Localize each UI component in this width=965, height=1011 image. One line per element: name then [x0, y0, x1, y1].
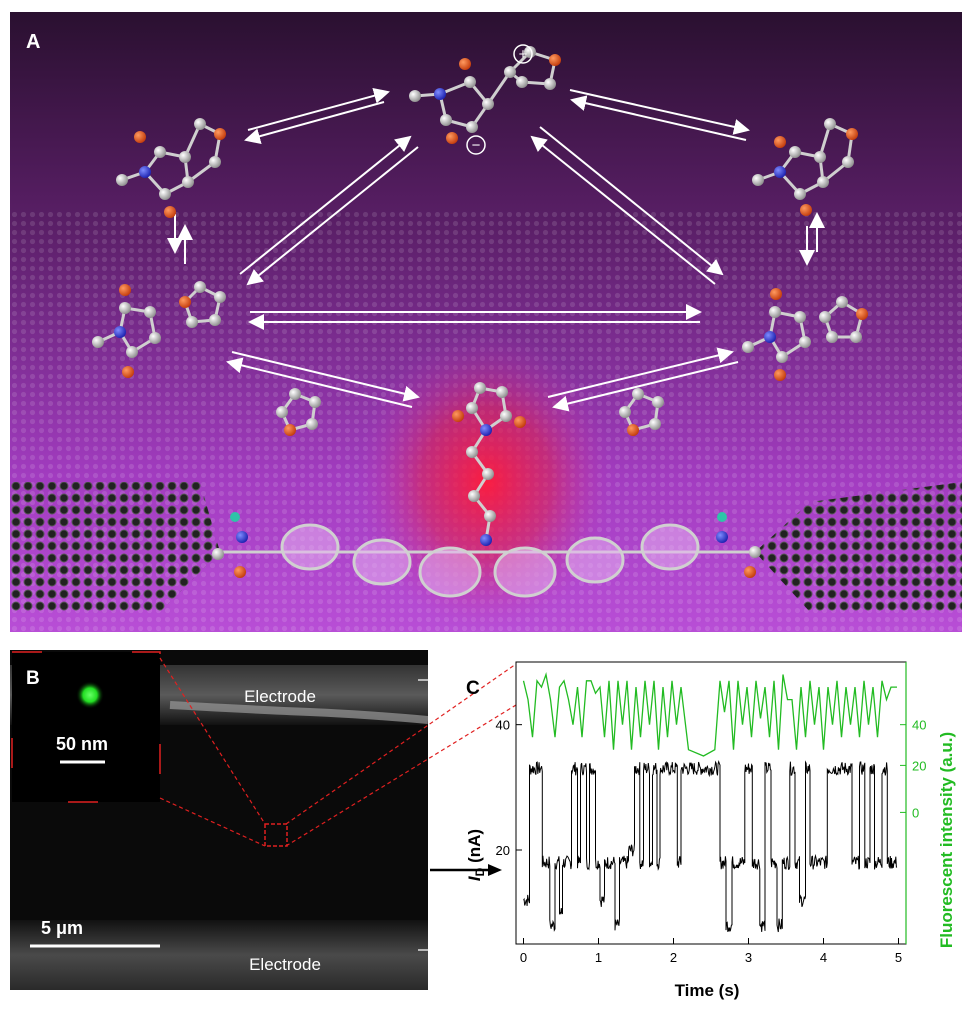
fluorescence-trace — [522, 671, 897, 757]
x-tick-label: 4 — [820, 950, 827, 965]
bottom-electrode — [10, 920, 428, 990]
panel-c-label: C — [466, 678, 480, 699]
x-axis-ticks: 0 1 2 3 4 5 — [520, 938, 902, 965]
x-tick-label: 1 — [595, 950, 602, 965]
molecule-mid-right-pair — [742, 288, 868, 381]
fluorescent-spot — [76, 681, 104, 709]
tethered-maleimide — [452, 382, 526, 541]
top-electrode-edge — [169, 701, 429, 724]
panel-a-label: A — [26, 31, 40, 53]
equilibrium-arrows — [167, 87, 825, 412]
zoom-guide-to-chart — [285, 663, 516, 847]
left-axis-title-unit: (nA) — [465, 829, 484, 868]
left-axis-title: ID (nA) — [465, 829, 487, 881]
x-axis-title: Time (s) — [675, 981, 740, 1000]
molecule-upper-left-adduct — [116, 118, 226, 218]
zoom-region-box — [264, 823, 288, 847]
panel-a: + − — [10, 12, 962, 632]
panel-b-label: B — [26, 668, 40, 689]
right-axis-title: Fluorescent intensity (a.u.) — [937, 732, 956, 948]
panel-b: Electrode Electrode 50 nm A 5 μm B — [10, 650, 449, 990]
ammeter-arrow — [430, 864, 502, 876]
x-tick-label: 2 — [670, 950, 677, 965]
furan-right — [619, 388, 664, 436]
x-tick-label: 0 — [520, 950, 527, 965]
x-tick-label: 5 — [895, 950, 902, 965]
right-y-tick-label: 40 — [912, 718, 926, 733]
red-glow — [356, 332, 616, 632]
zoom-guide-upper — [159, 657, 266, 825]
molecule-upper-right-adduct — [752, 118, 858, 216]
left-axis-title-subscript: D — [473, 867, 487, 876]
zoom-guide-lower — [159, 797, 266, 847]
molecule-mid-left-pair — [92, 281, 226, 378]
electrode-bottom-label: Electrode — [249, 955, 321, 974]
svg-text:+: + — [519, 46, 528, 63]
scale-bar-label: 5 μm — [41, 918, 83, 938]
molecular-wire-backbone — [212, 512, 761, 598]
left-y-tick-label: 20 — [496, 843, 510, 858]
right-y-tick-label: 20 — [912, 758, 926, 773]
panel-a-illustration: + − — [10, 12, 962, 632]
x-tick-label: 3 — [745, 950, 752, 965]
inset-scale-label: 50 nm — [56, 734, 108, 754]
right-graphene-electrode — [755, 482, 962, 612]
panel-b-image: Electrode Electrode 50 nm A 5 μm B — [10, 650, 449, 990]
svg-text:−: − — [472, 137, 481, 154]
electrode-top-label: Electrode — [244, 687, 316, 706]
furan-left — [276, 388, 321, 436]
inset-frame — [11, 651, 161, 803]
plus-charge-icon: + — [513, 44, 533, 64]
right-axis-ticks: 40 20 0 — [900, 718, 926, 820]
molecule-top-zwitterion — [409, 46, 561, 144]
minus-charge-icon: − — [466, 135, 486, 155]
left-axis-title-symbol: I — [465, 875, 484, 881]
right-y-tick-label: 0 — [912, 805, 919, 820]
left-y-tick-label: 40 — [496, 718, 510, 733]
current-trace — [523, 760, 898, 933]
left-graphene-electrode — [10, 482, 220, 612]
